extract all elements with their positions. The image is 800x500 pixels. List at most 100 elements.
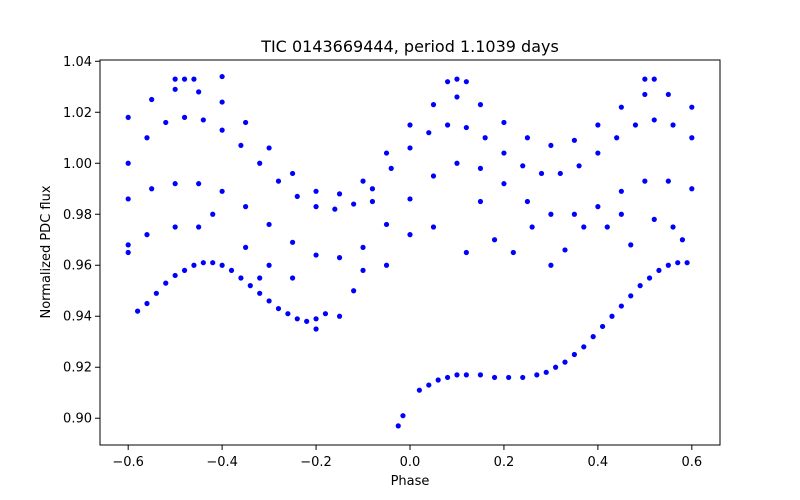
data-point [163,119,169,126]
data-point [313,188,319,194]
data-point [553,364,559,370]
data-point [477,372,484,378]
data-point [336,191,343,197]
data-point [595,204,601,210]
data-point [266,298,272,304]
y-tick-label: 0.90 [63,412,92,427]
data-point [665,178,671,184]
x-tick-label: −0.6 [112,455,144,470]
data-point [407,232,413,238]
data-point [576,163,582,169]
data-point [642,76,648,82]
data-point [257,160,263,166]
data-point [219,99,225,105]
data-point [125,249,131,256]
y-tick-label: 0.92 [63,361,92,376]
data-point [506,374,512,381]
data-point [266,221,272,228]
data-point [210,260,216,266]
data-point [144,300,150,307]
data-point [614,135,620,141]
data-point [590,334,596,340]
data-point [181,76,188,82]
data-point [257,275,263,281]
data-point [172,86,178,92]
data-point [191,262,197,268]
data-point [665,262,671,268]
data-point [313,326,319,332]
data-point [332,206,338,212]
data-point [609,313,615,319]
y-tick-label: 1.00 [63,157,92,172]
x-tick-label: −0.2 [300,455,332,470]
data-point [651,117,657,123]
data-point [149,96,155,103]
data-point [360,267,366,273]
data-point [336,255,343,261]
data-point [243,244,249,250]
data-point [336,313,343,319]
data-point [571,137,577,143]
data-point [313,252,319,258]
y-tick-label: 0.98 [63,208,92,223]
data-point [275,305,282,312]
data-point [219,188,225,194]
data-point [477,102,484,108]
data-point [395,423,401,429]
data-point [243,119,249,126]
data-point [477,165,484,171]
plot-frame [99,59,721,446]
data-point [210,211,216,217]
data-point [383,262,390,268]
data-points [125,73,695,429]
data-point [501,119,507,126]
data-point [388,165,394,171]
data-point [219,127,225,133]
x-axis-ticks: −0.6 −0.4 −0.2 0.0 0.2 0.4 0.6 [112,445,702,470]
data-point [628,242,634,248]
data-point [571,351,577,358]
data-point [369,198,376,205]
data-point [524,198,531,205]
data-point [181,114,188,120]
data-point [144,135,150,141]
data-point [675,260,681,266]
data-point [144,232,150,238]
data-point [200,117,206,123]
data-point [642,178,648,184]
data-point [463,372,469,378]
data-point [266,145,272,151]
data-point [191,76,197,82]
data-point [228,267,235,273]
data-point [172,272,178,279]
data-point [491,237,498,243]
y-tick-label: 1.04 [63,55,92,70]
data-point [665,91,671,98]
data-point [351,288,357,294]
data-point [313,316,319,322]
data-point [426,130,432,136]
data-point [435,377,441,383]
data-point [407,196,413,202]
data-point [125,160,131,166]
data-point [454,76,460,82]
data-point [491,374,498,381]
data-point [430,102,437,108]
data-point [351,201,357,207]
data-point [172,181,178,187]
data-point [656,267,662,273]
data-point [360,244,366,250]
data-point [454,160,460,166]
data-point [520,163,526,169]
data-point [651,216,657,222]
data-point [196,181,202,187]
data-point [407,122,413,128]
data-point [618,188,624,194]
data-point [562,359,568,365]
data-point [247,283,253,289]
data-point [646,275,653,281]
data-point [125,196,131,202]
y-tick-label: 0.94 [63,310,92,325]
